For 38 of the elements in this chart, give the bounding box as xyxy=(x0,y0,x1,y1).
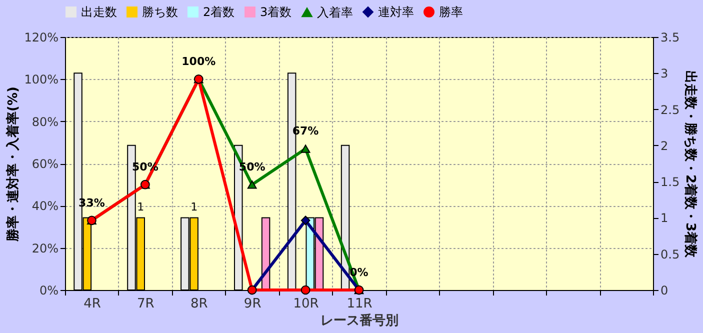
y2-tick-label: 0.5 xyxy=(660,247,680,262)
y-tick-label: 80% xyxy=(32,114,58,129)
legend-label: 出走数 xyxy=(81,5,117,19)
data-label: 100% xyxy=(182,55,216,68)
legend-label: 2着数 xyxy=(203,5,235,19)
y-tick-label: 0% xyxy=(39,284,58,298)
legend-label: 連対率 xyxy=(378,5,414,19)
y2-tick-label: 0 xyxy=(660,284,668,298)
y2-tick-label: 2 xyxy=(660,138,668,153)
legend-label: 勝率 xyxy=(439,5,463,19)
point xyxy=(300,285,310,295)
x-tick-label: 10R xyxy=(293,296,319,312)
y-tick-label: 120% xyxy=(24,30,58,44)
y2-tick-label: 1 xyxy=(660,211,668,226)
y-tick-label: 100% xyxy=(24,72,58,87)
data-label: 1 xyxy=(190,200,198,214)
point xyxy=(300,216,310,226)
y2-axis-title: 出走数・勝ち数・2着数・3着数 xyxy=(682,70,699,259)
y2-tick-label: 3 xyxy=(660,66,668,81)
x-axis-title: レース番号別 xyxy=(320,312,398,328)
legend-label: 3着数 xyxy=(260,5,292,19)
point xyxy=(300,144,310,153)
legend-label: 勝ち数 xyxy=(142,5,178,19)
y2-tick-label: 2.5 xyxy=(660,102,680,117)
y-axis-title: 勝率・連対率・入着率(%) xyxy=(5,86,22,242)
x-tick-label: 7R xyxy=(137,296,154,312)
y2-tick-label: 1.5 xyxy=(660,175,680,190)
legend-label: 入着率 xyxy=(317,5,353,20)
y-tick-label: 60% xyxy=(32,157,58,171)
y2-tick-label: 3.5 xyxy=(660,30,680,44)
y-tick-label: 20% xyxy=(32,241,58,256)
x-tick-label: 9R xyxy=(244,296,262,312)
x-tick-label: 4R xyxy=(84,296,101,312)
point xyxy=(247,180,257,189)
data-label: 1 xyxy=(137,200,144,214)
x-tick-label: 8R xyxy=(190,296,208,312)
x-tick-label: 11R xyxy=(346,296,372,312)
y-tick-label: 40% xyxy=(32,199,58,214)
